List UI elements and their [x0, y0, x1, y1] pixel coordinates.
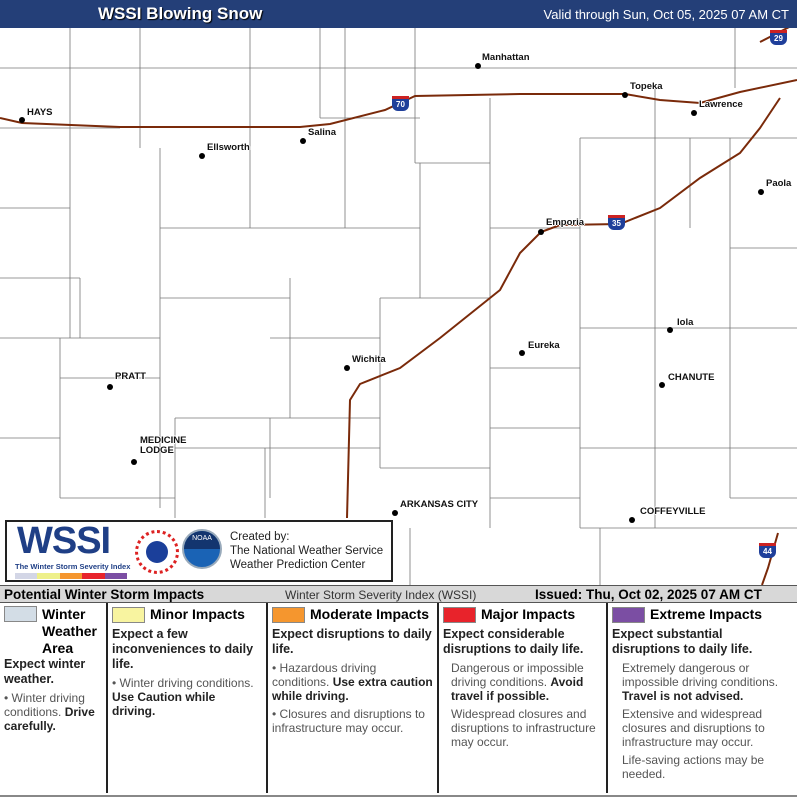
city-label: CHANUTE — [668, 372, 715, 383]
city-label: Topeka — [630, 81, 663, 92]
issued-time: Issued: Thu, Oct 02, 2025 07 AM CT — [535, 587, 762, 602]
city-marker — [19, 117, 25, 123]
city-label: Salina — [308, 127, 336, 138]
category-bullet: Life-saving actions may be needed. — [622, 753, 765, 781]
logo-panel: WSSI The Winter Storm Severity Index NOA… — [5, 520, 393, 582]
credits: Created by: The National Weather Service… — [230, 530, 383, 572]
interstate-44-shield-icon: 44 — [759, 543, 776, 558]
city-label: Paola — [766, 178, 792, 189]
category-label: Extreme Impacts — [650, 606, 763, 622]
category-lead: Expect considerable disruptions to daily… — [443, 627, 584, 656]
city-marker — [691, 110, 697, 116]
city-marker — [475, 63, 481, 69]
legend-index-name: Winter Storm Severity Index (WSSI) — [285, 588, 477, 602]
category-label: Winter Weather Area — [42, 606, 97, 656]
city-label: Wichita — [352, 354, 386, 365]
city-label: Ellsworth — [207, 142, 250, 153]
city-label: Manhattan — [482, 52, 530, 63]
swatch-winter-weather — [4, 606, 37, 622]
swatch-major — [443, 606, 476, 623]
category-bullet: Extremely dangerous or impossible drivin… — [622, 661, 779, 703]
category-bullet: • Hazardous driving conditions. Use extr… — [272, 661, 433, 703]
city-label: Eureka — [528, 340, 560, 351]
city-marker — [667, 327, 673, 333]
interstate-35-route — [346, 97, 781, 519]
city-marker — [344, 365, 350, 371]
city-marker — [758, 189, 764, 195]
interstate-70-shield-icon: 70 — [392, 96, 409, 111]
city-marker — [300, 138, 306, 144]
county-boundaries — [0, 28, 797, 585]
category-bullet: • Closures and disruptions to infrastruc… — [272, 707, 425, 735]
legend-header: Potential Winter Storm Impacts Winter St… — [0, 585, 797, 603]
header-bar: WSSI Blowing Snow Valid through Sun, Oct… — [0, 0, 797, 28]
city-label: Iola — [677, 317, 694, 328]
city-marker — [629, 517, 635, 523]
category-lead: Expect winter weather. — [4, 657, 86, 686]
map-title: WSSI Blowing Snow — [98, 4, 263, 23]
city-marker — [622, 92, 628, 98]
legend-col-major: Major Impacts Expect considerable disrup… — [437, 603, 606, 793]
credit-org-wpc: Weather Prediction Center — [230, 559, 366, 571]
city-label: ARKANSAS CITY — [400, 499, 479, 510]
category-label: Moderate Impacts — [310, 606, 430, 622]
city-label: MEDICINE LODGE — [140, 435, 187, 456]
category-bullet: Widespread closures and disruptions to i… — [451, 707, 596, 749]
wssi-color-bar — [15, 573, 128, 579]
city-marker — [107, 384, 113, 390]
interstate-29-shield-icon: 29 — [770, 30, 787, 45]
legend-col-moderate: Moderate Impacts Expect disruptions to d… — [266, 603, 437, 793]
legend-col-minor: Minor Impacts Expect a few inconvenience… — [106, 603, 266, 793]
wssi-logo-subtitle: The Winter Storm Severity Index — [15, 562, 131, 571]
interstate-44-route — [761, 532, 779, 585]
valid-time: Valid through Sun, Oct 05, 2025 07 AM CT — [543, 7, 789, 22]
wssi-logo: WSSI — [17, 520, 111, 562]
city-label: Emporia — [546, 217, 585, 228]
city-marker — [538, 229, 544, 235]
category-lead: Expect a few inconveniences to daily lif… — [112, 627, 254, 671]
city-marker — [519, 350, 525, 356]
category-bullet: • Winter driving conditions. Use Caution… — [112, 676, 254, 718]
city-marker — [131, 459, 137, 465]
category-bullet: • Winter driving conditions. Drive caref… — [4, 691, 95, 733]
nws-logo-icon — [135, 530, 179, 574]
city-label: HAYS — [27, 107, 53, 118]
category-lead: Expect disruptions to daily life. — [272, 627, 432, 656]
credit-org-nws: The National Weather Service — [230, 545, 384, 557]
city-marker — [199, 153, 205, 159]
category-bullet: Dangerous or impossible driving conditio… — [451, 661, 584, 703]
category-lead: Expect substantial disruptions to daily … — [612, 627, 753, 656]
category-label: Major Impacts — [481, 606, 576, 622]
legend-title: Potential Winter Storm Impacts — [4, 587, 205, 602]
map[interactable]: 70 35 44 29 Manhattan Topeka Lawrence HA… — [0, 28, 797, 585]
category-bullet: Extensive and widespread closures and di… — [622, 707, 765, 749]
created-by-label: Created by: — [230, 531, 290, 543]
swatch-moderate — [272, 606, 305, 623]
city-marker — [659, 382, 665, 388]
interstate-35-shield-icon: 35 — [608, 215, 625, 230]
impact-legend: Winter Weather Area Expect winter weathe… — [0, 603, 797, 797]
swatch-minor — [112, 606, 145, 623]
legend-col-winter-weather: Winter Weather Area Expect winter weathe… — [0, 603, 106, 793]
interstate-70-route — [0, 79, 797, 128]
legend-col-extreme: Extreme Impacts Expect substantial disru… — [606, 603, 797, 793]
city-marker — [392, 510, 398, 516]
city-label: Lawrence — [699, 99, 743, 110]
swatch-extreme — [612, 606, 645, 623]
category-label: Minor Impacts — [150, 606, 245, 622]
city-label: PRATT — [115, 371, 146, 382]
city-label: COFFEYVILLE — [640, 506, 706, 517]
noaa-logo-icon: NOAA — [182, 529, 222, 569]
